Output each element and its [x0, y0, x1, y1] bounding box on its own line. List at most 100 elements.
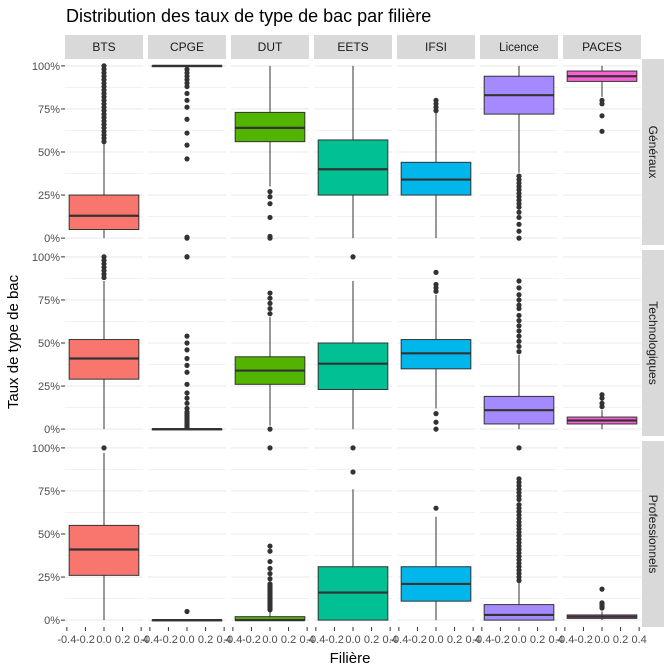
box-licence-professionnels [483, 604, 555, 621]
outlier-point [184, 381, 190, 387]
outlier-point [516, 323, 522, 329]
outlier-point [350, 445, 356, 451]
column-strip-eets [314, 35, 392, 59]
outlier-point [433, 426, 439, 432]
row-strip-label: Professionnels [646, 495, 660, 574]
outlier-point [184, 116, 190, 122]
y-tick-label: 0% [44, 424, 60, 436]
x-tick-label: 0.2 [364, 634, 379, 646]
outlier-point [516, 278, 522, 284]
outlier-point [267, 571, 273, 577]
x-tick-label: 0.4 [548, 634, 563, 646]
outlier-point [267, 311, 273, 317]
outlier-point [516, 214, 522, 221]
row-strip-label: Technologiques [646, 301, 660, 384]
outlier-point [184, 130, 190, 136]
y-tick-label: 25% [38, 190, 60, 202]
outlier-point [267, 201, 273, 207]
outlier-point [350, 469, 356, 475]
outlier-point [184, 355, 190, 362]
row-strip-label: Généraux [646, 126, 660, 179]
x-tick-label: -0.4 [306, 634, 325, 646]
outlier-point [433, 411, 439, 417]
x-tick-label: -0.4 [223, 634, 242, 646]
outlier-point [184, 400, 190, 406]
column-strip-label: PACES [582, 40, 622, 54]
column-strip-cpge [148, 35, 226, 59]
outlier-point [433, 269, 439, 275]
outlier-point [516, 318, 522, 324]
outlier-point [516, 328, 522, 334]
x-tick-label: -0.2 [491, 634, 510, 646]
x-tick-label: 0.0 [262, 634, 277, 646]
outlier-point [433, 97, 439, 103]
y-tick-label: 75% [38, 486, 60, 498]
column-strip-paces [563, 35, 641, 59]
outlier-point [267, 290, 273, 296]
box-eets-generaux [317, 139, 389, 196]
outlier-point [516, 302, 522, 308]
column-strip-bts [65, 35, 143, 59]
y-axis-title: Taux de type de bac [5, 274, 22, 409]
outlier-point [184, 234, 190, 240]
outlier-point [267, 194, 273, 200]
outlier-point [267, 214, 273, 221]
outlier-point [267, 558, 273, 565]
outlier-point [599, 400, 605, 406]
y-tick-label: 25% [38, 381, 60, 393]
x-tick-label: -0.4 [389, 634, 408, 646]
x-tick-label: 0.0 [96, 634, 111, 646]
x-tick-label: 0.2 [115, 634, 130, 646]
x-tick-label: 0.0 [594, 634, 609, 646]
outlier-point [516, 502, 522, 508]
outlier-point [184, 142, 190, 148]
y-tick-label: 75% [38, 295, 60, 307]
outlier-point [184, 362, 190, 368]
outlier-point [516, 235, 522, 241]
outlier-point [184, 97, 190, 103]
outlier-point [267, 305, 273, 312]
y-tick-label: 50% [38, 529, 60, 541]
box-bts-generaux [68, 194, 140, 230]
outlier-point [184, 395, 190, 401]
outlier-point [516, 338, 522, 344]
y-tick-label: 0% [44, 233, 60, 245]
outlier-point [599, 586, 605, 592]
column-strip-label: DUT [258, 40, 283, 54]
outlier-point [267, 445, 273, 451]
y-tick-label: 100% [32, 252, 60, 264]
x-tick-label: 0.0 [345, 634, 360, 646]
x-tick-label: 0.4 [216, 634, 231, 646]
outlier-point [267, 233, 273, 239]
row-strip-technologiques [642, 250, 664, 436]
outlier-point [184, 104, 190, 110]
x-tick-label: -0.4 [472, 634, 491, 646]
outlier-point [516, 343, 522, 350]
outlier-point [433, 419, 439, 425]
x-tick-label: 0.4 [465, 634, 480, 646]
y-tick-label: 75% [38, 104, 60, 116]
y-tick-label: 50% [38, 338, 60, 350]
outlier-point [516, 349, 522, 355]
outlier-point [184, 405, 190, 412]
x-tick-label: -0.4 [57, 634, 76, 646]
x-tick-label: -0.2 [574, 634, 593, 646]
outlier-point [350, 254, 356, 260]
column-strip-label: CPGE [170, 40, 204, 54]
column-strip-label: EETS [337, 40, 368, 54]
x-tick-label: 0.2 [281, 634, 296, 646]
outlier-point [516, 285, 522, 291]
x-tick-label: 0.4 [631, 634, 646, 646]
outlier-point [599, 113, 605, 119]
outlier-point [599, 600, 605, 606]
x-tick-label: 0.4 [299, 634, 314, 646]
outlier-point [516, 173, 522, 179]
column-strip-label: Licence [499, 42, 539, 54]
outlier-point [267, 300, 273, 306]
column-strip-ifsi [397, 35, 475, 59]
x-axis-title: Filière [330, 650, 371, 667]
y-tick-label: 100% [32, 61, 60, 73]
outlier-point [101, 445, 107, 451]
x-tick-label: 0.0 [179, 634, 194, 646]
